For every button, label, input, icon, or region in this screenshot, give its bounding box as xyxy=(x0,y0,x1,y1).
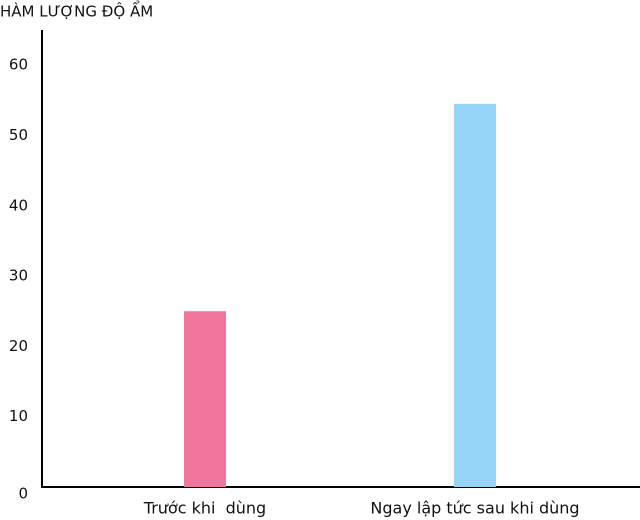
bar xyxy=(184,311,226,487)
chart-title: HÀM LƯỢNG ĐỘ ẨM xyxy=(0,0,153,21)
y-tick-label: 20 xyxy=(9,337,28,355)
y-tick-label: 10 xyxy=(9,407,28,425)
y-tick-label: 30 xyxy=(9,267,28,285)
x-tick-label: Trước khi dùng xyxy=(143,499,266,518)
y-tick-label: 50 xyxy=(9,126,28,144)
bar xyxy=(454,103,496,488)
y-tick-label: 60 xyxy=(9,56,28,74)
y-tick-label: 40 xyxy=(9,196,28,214)
x-tick-label: Ngay lập tức sau khi dùng xyxy=(370,499,579,518)
y-tick-label: 0 xyxy=(18,485,28,503)
